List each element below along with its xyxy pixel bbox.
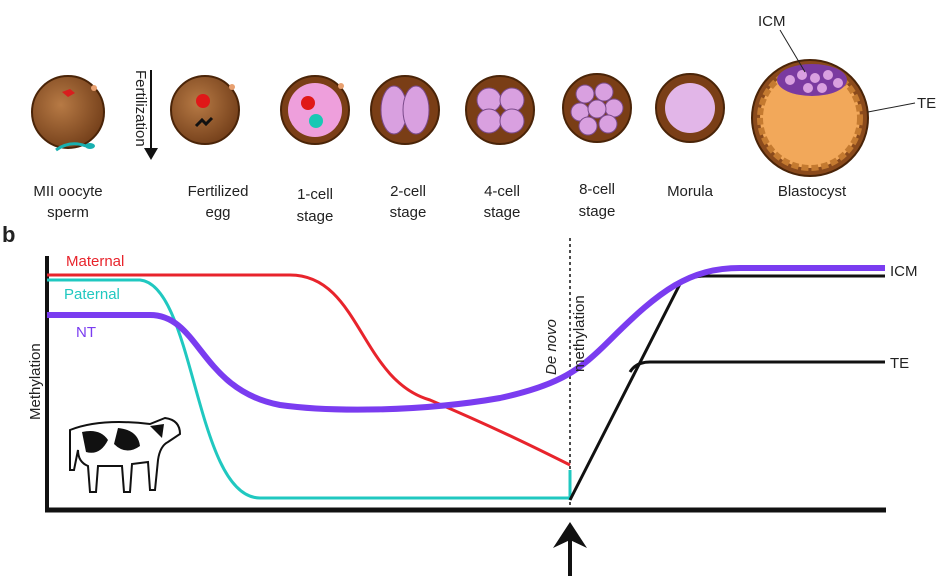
panel-label: b — [2, 222, 15, 247]
icm-curve-label: ICM — [890, 263, 918, 280]
stage-label: 4-cell — [484, 183, 520, 200]
de-novo-label: De novo — [543, 319, 560, 375]
fertilization-label: Fertilization — [132, 70, 149, 147]
stage-label: stage — [579, 203, 616, 220]
stage-label: stage — [390, 204, 427, 221]
nt-curve — [47, 268, 885, 410]
stage-label: MII oocyte — [33, 183, 102, 200]
stage-label: Blastocyst — [778, 183, 847, 200]
methylation-label: methylation — [571, 295, 588, 372]
icm-label: ICM — [758, 13, 786, 30]
stage-labels: MII oocyte sperm Fertilized egg 1-cell s… — [33, 181, 847, 225]
paternal-label: Paternal — [64, 286, 120, 303]
icm-curve — [570, 276, 885, 500]
stage-label: stage — [297, 208, 334, 225]
arrowhead — [144, 148, 158, 160]
stage-label: stage — [484, 204, 521, 221]
embryos — [32, 30, 915, 176]
stage-label: 8-cell — [579, 181, 615, 198]
stage-label: Fertilized — [188, 183, 249, 200]
te-label: TE — [917, 95, 936, 112]
stage-label: Morula — [667, 183, 714, 200]
te-curve — [630, 362, 885, 372]
stage-label: 2-cell — [390, 183, 426, 200]
te-curve-label: TE — [890, 355, 909, 372]
stage-label: sperm — [47, 204, 89, 221]
maternal-label: Maternal — [66, 253, 124, 270]
y-axis-label: Methylation — [27, 343, 44, 420]
stage-label: egg — [205, 204, 230, 221]
nt-label: NT — [76, 324, 96, 341]
stage-label: 1-cell — [297, 186, 333, 203]
cow — [70, 418, 180, 492]
figure: Fertilization MII oocyte sperm Fertilize… — [0, 0, 949, 576]
